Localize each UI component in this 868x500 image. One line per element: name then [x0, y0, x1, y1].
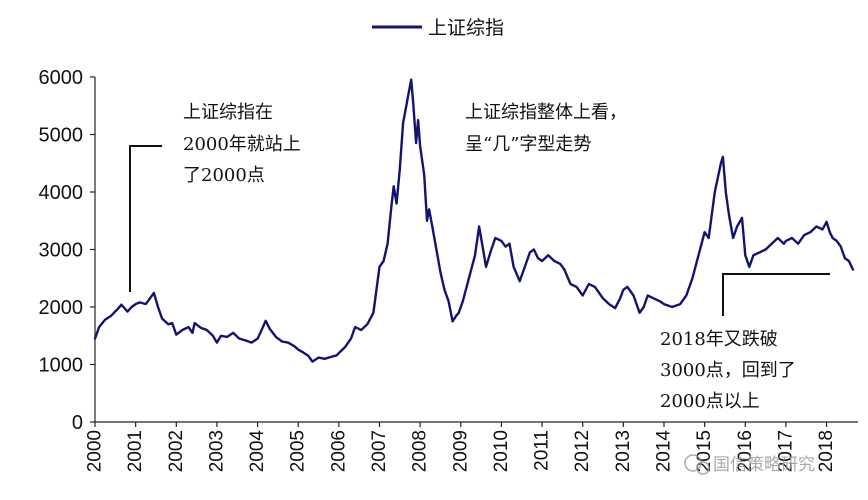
x-tick-label: 2012 — [572, 430, 593, 472]
x-tick-label: 2001 — [125, 430, 146, 472]
annotation-line: 2000点以上 — [660, 391, 760, 412]
annotation-line: 上证综指在 — [183, 102, 273, 123]
x-tick-label: 2008 — [410, 430, 431, 472]
x-tick-label: 2006 — [328, 430, 349, 472]
y-tick-label: 1000 — [39, 355, 84, 377]
x-tick-label: 2003 — [206, 430, 227, 472]
annotation-2018: 2018年又跌破 3000点，回到了 2000点以上 — [660, 273, 830, 412]
annotation-bracket — [129, 145, 162, 292]
x-tick-label: 2018 — [816, 430, 837, 472]
y-tick-label: 2000 — [39, 297, 84, 319]
series-line — [93, 78, 855, 363]
annotation-line: 了2000点 — [183, 165, 265, 186]
annotation-2000: 上证综指在 2000年就站上 了2000点 — [129, 102, 301, 292]
annotation-bracket — [722, 273, 830, 316]
x-axis-ticks: 2000 2001 2002 2003 2004 2005 2006 2007 2008 2009… — [85, 422, 837, 473]
annotation-overall: 上证综指整体上看， 呈“几”字型走势 — [465, 102, 627, 155]
annotation-line: 上证综指整体上看， — [465, 102, 627, 123]
watermark: 国信策略研究 — [684, 454, 815, 475]
x-tick-label: 2017 — [775, 430, 796, 472]
legend: 上证综指 — [372, 17, 504, 39]
y-tick-label: 4000 — [39, 182, 84, 204]
y-tick-label: 6000 — [39, 67, 84, 89]
x-tick-label: 2000 — [85, 430, 106, 472]
y-axis-ticks: 0 1000 2000 3000 4000 5000 6000 — [39, 67, 95, 434]
x-tick-label: 2004 — [247, 430, 268, 473]
annotation-line: 3000点，回到了 — [660, 360, 796, 381]
legend-label: 上证综指 — [428, 17, 504, 39]
annotation-line: 2000年就站上 — [183, 134, 301, 155]
annotation-line: 2018年又跌破 — [660, 329, 778, 350]
x-tick-label: 2016 — [735, 430, 756, 472]
x-tick-label: 2011 — [532, 430, 553, 471]
x-tick-label: 2009 — [450, 430, 471, 472]
x-tick-label: 2014 — [653, 430, 674, 473]
x-tick-label: 2002 — [166, 430, 187, 472]
y-tick-label: 0 — [72, 412, 83, 434]
x-tick-label: 2005 — [288, 430, 309, 472]
wechat-icon-bubble — [696, 461, 710, 475]
y-tick-label: 3000 — [39, 240, 84, 262]
x-tick-label: 2007 — [369, 430, 390, 472]
y-tick-label: 5000 — [39, 125, 84, 147]
watermark-text: 国信策略研究 — [713, 455, 815, 475]
annotation-line: 呈“几”字型走势 — [465, 134, 591, 155]
x-tick-label: 2010 — [491, 430, 512, 472]
x-tick-label: 2015 — [694, 430, 715, 472]
x-tick-label: 2013 — [613, 430, 634, 472]
